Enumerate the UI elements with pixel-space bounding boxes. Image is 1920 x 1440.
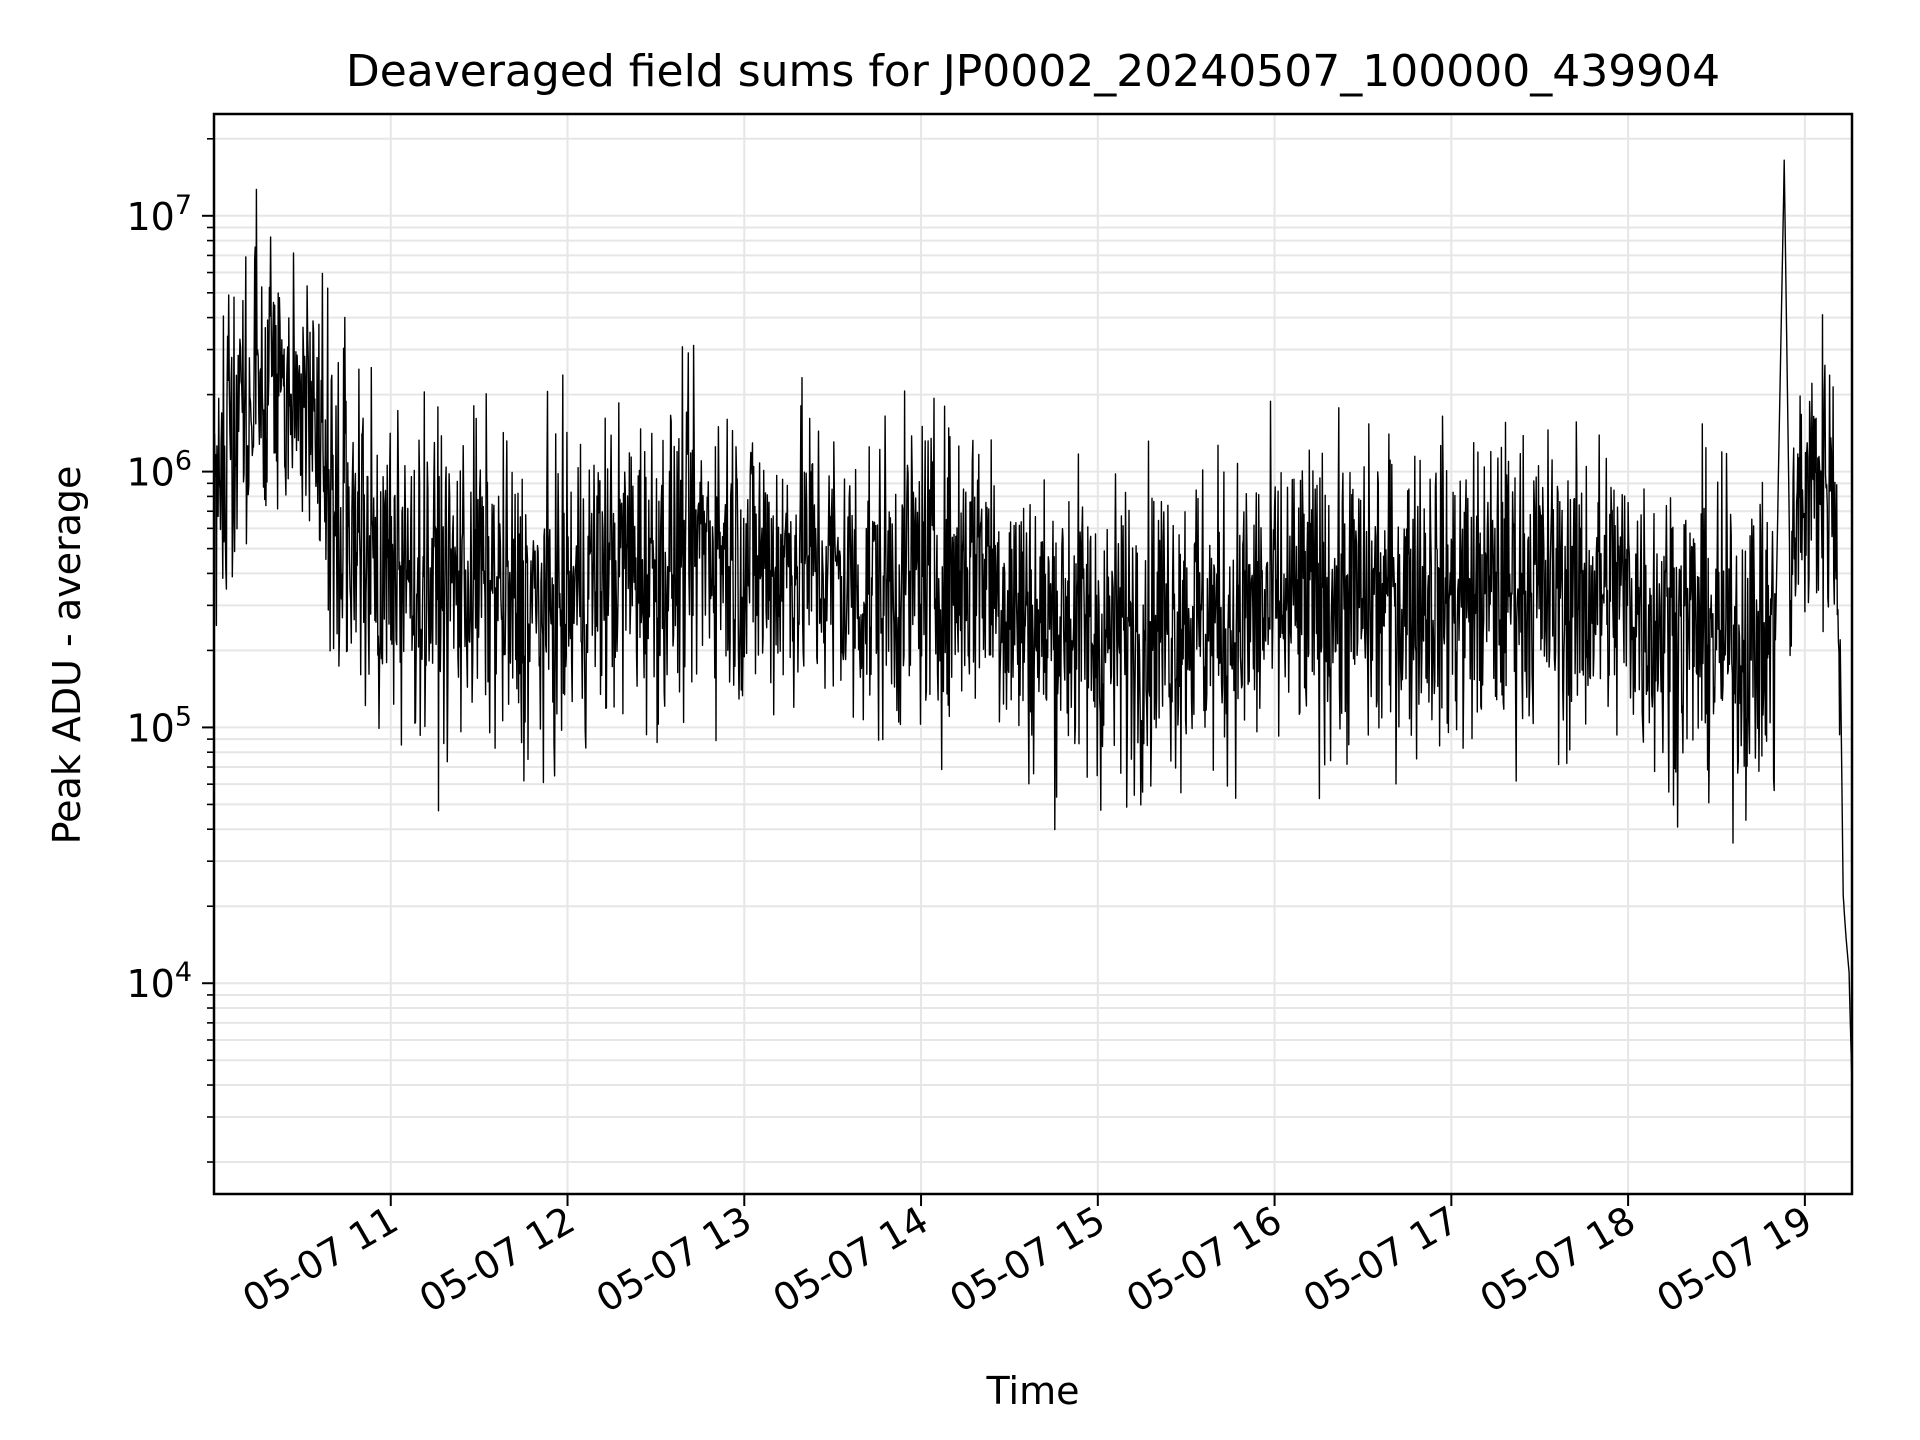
y-tick-label-base: 10: [126, 706, 174, 750]
y-tick-label-exponent: 4: [175, 957, 192, 988]
y-tick-label-exponent: 5: [175, 701, 192, 732]
y-tick-label: 105: [126, 701, 192, 750]
series-group: [213, 159, 1853, 1086]
series-line: [213, 159, 1853, 1086]
y-tick-label-base: 10: [126, 962, 174, 1006]
y-tick-label: 107: [126, 190, 192, 239]
y-tick-label-base: 10: [126, 195, 174, 239]
chart-title: Deaveraged field sums for JP0002_2024050…: [346, 46, 1720, 97]
y-tick-label-base: 10: [126, 451, 174, 495]
y-tick-label: 106: [126, 446, 192, 495]
y-tick-label-exponent: 7: [175, 190, 192, 221]
y-tick-label-exponent: 6: [175, 446, 192, 477]
x-axis-label: Time: [986, 1369, 1080, 1413]
y-tick-label: 104: [126, 957, 192, 1006]
y-axis-label: Peak ADU - average: [45, 466, 89, 845]
plot-frame: [212, 112, 1854, 1196]
